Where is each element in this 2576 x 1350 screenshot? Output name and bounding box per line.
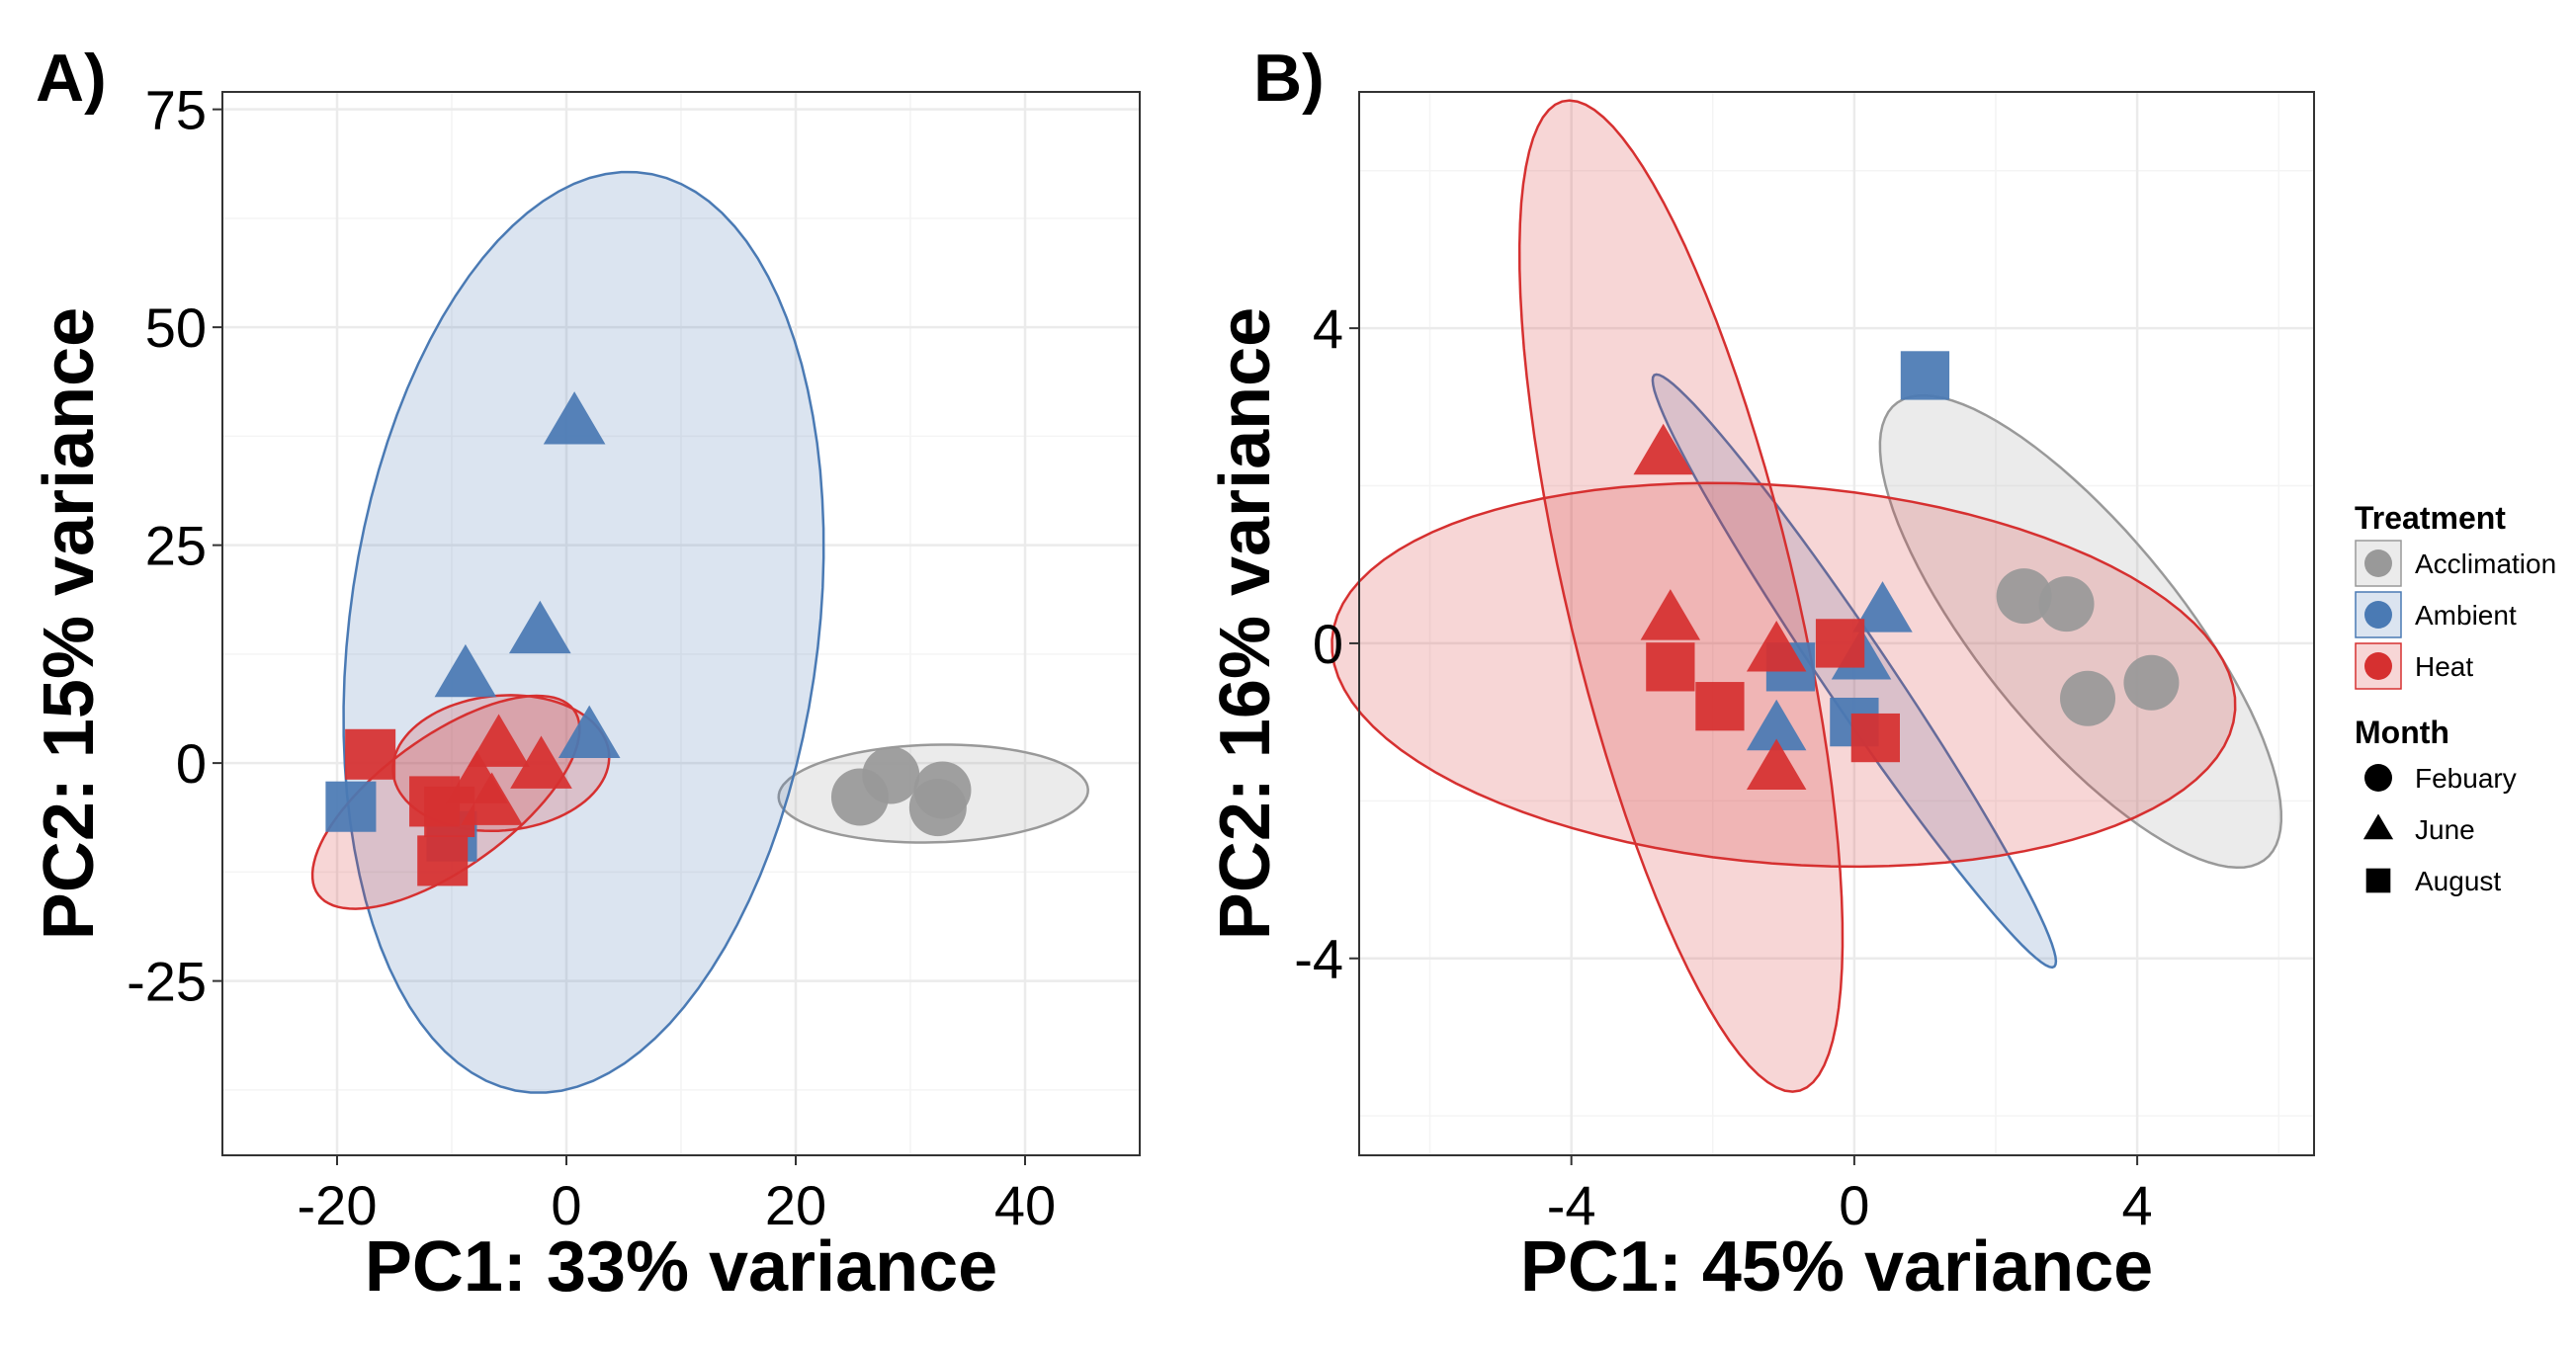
x-tick-label: 0: [551, 1174, 581, 1236]
legend-label-june: June: [2415, 814, 2475, 845]
panel-b-x-axis-title: PC1: 45% variance: [1520, 1227, 2153, 1307]
data-point-heat-august: [1695, 682, 1745, 731]
data-point-acclimation-febuary: [908, 779, 967, 837]
data-point-ambient-june: [509, 600, 571, 654]
data-point-acclimation-febuary: [2060, 670, 2116, 726]
data-point-ambient-august: [325, 781, 377, 832]
x-tick-label: 40: [994, 1174, 1056, 1236]
panel-a-border: [221, 91, 1141, 1156]
data-point-heat-august: [417, 835, 469, 886]
y-tick-label: 25: [145, 515, 207, 577]
data-point-acclimation-febuary: [2123, 654, 2180, 711]
panel-b-tick-labels: -4 0 4 -4 0 4: [1294, 297, 2152, 1236]
x-tick-label: 20: [765, 1174, 826, 1236]
panel-a-tick-labels: -20 0 20 40 -25 0 25 50 75: [127, 79, 1056, 1236]
legend-key-august: [2365, 868, 2391, 893]
legend-month-title: Month: [2355, 715, 2449, 750]
y-tick-label: 4: [1313, 297, 1343, 360]
legend-treatment-title: Treatment: [2355, 500, 2506, 536]
legend-key-heat: [2355, 642, 2402, 690]
data-point-acclimation-febuary: [1996, 568, 2052, 625]
data-point-heat-august: [345, 728, 396, 780]
legend-key-heat-point: [2364, 652, 2392, 680]
panel-b-label: B): [1253, 41, 1325, 116]
legend-key-acclimation-point: [2364, 549, 2392, 577]
panel-a-x-axis-title: PC1: 33% variance: [365, 1227, 997, 1307]
data-point-ambient-june: [434, 643, 497, 698]
y-tick-label: 0: [176, 732, 207, 795]
data-point-ambient-june: [558, 705, 621, 758]
legend-label-ambient: Ambient: [2415, 600, 2517, 631]
data-point-ambient-august: [1900, 351, 1950, 400]
legend-key-june: [2362, 813, 2394, 840]
data-point-heat-june: [1746, 738, 1807, 791]
legend-label-febuary: Febuary: [2415, 763, 2517, 794]
legend-key-ambient-point: [2364, 601, 2392, 629]
data-point-heat-june: [1746, 620, 1807, 672]
data-point-heat-august: [424, 786, 475, 838]
data-point-heat-june: [468, 714, 530, 767]
data-point-heat-june: [461, 772, 523, 825]
data-point-heat-august: [1850, 713, 1900, 763]
legend-treatment-entries: Acclimation Ambient Heat: [2355, 540, 2556, 690]
data-point-heat-june: [510, 735, 572, 789]
panel-b: B) -4 0 4 -4 0 4 PC1: 45% variance PC2: 16% v…: [1206, 41, 2315, 1307]
y-tick-label: 0: [1313, 613, 1343, 675]
panel-b-y-axis-title: PC2: 16% variance: [1206, 307, 1285, 940]
legend-label-acclimation: Acclimation: [2415, 548, 2556, 579]
x-tick-label: 4: [2122, 1174, 2153, 1236]
legend: Treatment Acclimation Ambient Heat Month F…: [2355, 500, 2556, 896]
data-point-heat-june: [1633, 423, 1693, 475]
data-point-heat-june: [1640, 589, 1701, 640]
data-point-ambient-june: [1746, 699, 1807, 751]
y-tick-label: -25: [127, 951, 207, 1013]
panel-a-grid: [221, 92, 1141, 1155]
data-point-ambient-june: [1852, 581, 1913, 633]
panel-a-points: [325, 391, 972, 886]
panel-b-border: [1358, 91, 2315, 1156]
y-tick-label: -4: [1294, 928, 1343, 990]
confidence-ellipse-heat: [1517, 99, 1845, 1093]
legend-label-heat: Heat: [2415, 651, 2473, 682]
panel-b-points: [1633, 351, 2180, 791]
panel-a-label: A): [36, 41, 107, 116]
x-tick-label: -4: [1547, 1174, 1596, 1236]
data-point-heat-august: [1815, 619, 1865, 668]
data-point-acclimation-febuary: [830, 768, 889, 826]
x-tick-label: -20: [298, 1174, 378, 1236]
confidence-ellipse-acclimation: [1878, 393, 2283, 870]
panel-a-y-axis-title: PC2: 15% variance: [30, 307, 109, 940]
data-point-ambient-june: [543, 391, 606, 445]
y-tick-label: 50: [145, 296, 207, 359]
legend-key-febuary: [2364, 764, 2392, 792]
x-tick-label: 0: [1839, 1174, 1869, 1236]
y-tick-label: 75: [145, 79, 207, 141]
data-point-heat-august: [1646, 642, 1695, 692]
data-point-acclimation-febuary: [2038, 576, 2095, 633]
legend-label-august: August: [2415, 866, 2501, 896]
legend-month-entries: Febuary June August: [2362, 763, 2517, 896]
